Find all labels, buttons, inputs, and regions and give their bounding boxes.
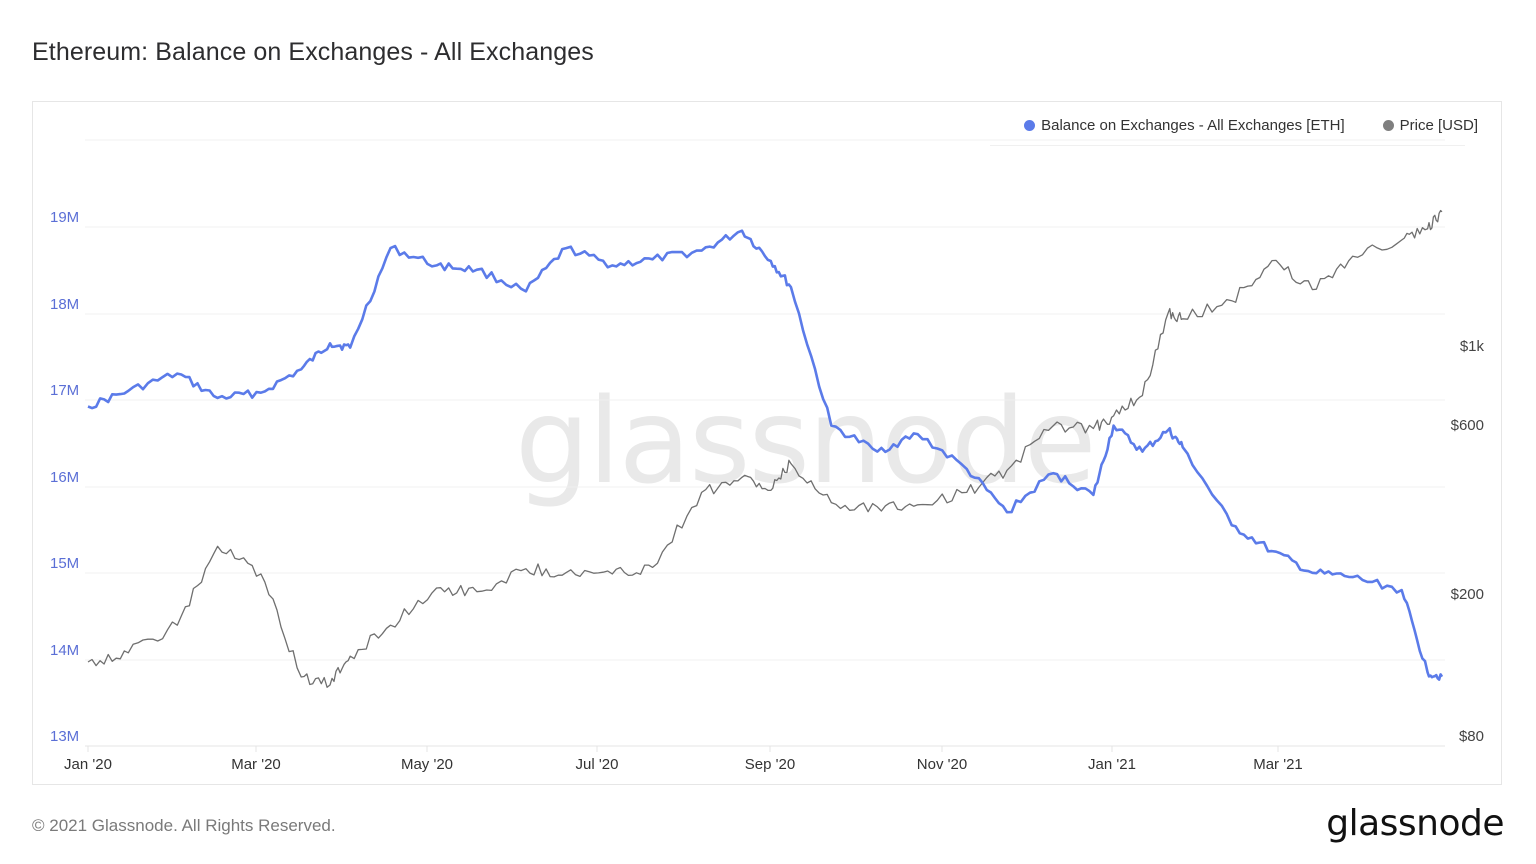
x-tick-label: Mar '20 [231, 756, 281, 773]
y-right-tick-label: $200 [1450, 586, 1484, 603]
y-right-tick-label: $80 [1458, 728, 1484, 745]
y-right-tick-label: $600 [1450, 417, 1484, 434]
y-right-tick-label: $1k [1459, 338, 1484, 355]
chart-frame [32, 101, 1502, 785]
circle-dot-icon [1382, 120, 1394, 131]
y-left-tick-label: 15M [50, 555, 80, 572]
x-tick-label: Jul '20 [575, 756, 619, 773]
x-tick-label: Sep '20 [744, 756, 796, 773]
legend-divider [990, 145, 1465, 146]
legend-item-price[interactable]: Price [USD] [1382, 117, 1478, 134]
y-left-tick-label: 13M [50, 728, 80, 745]
copyright-text: © 2021 Glassnode. All Rights Reserved. [32, 816, 336, 835]
circle-dot-icon [1024, 120, 1036, 131]
x-tick-label: May '20 [400, 756, 454, 773]
y-left-tick-label: 14M [50, 642, 80, 659]
y-left-tick-label: 19M [50, 209, 80, 226]
legend-label-balance: Balance on Exchanges - All Exchanges [ET… [1041, 117, 1345, 134]
y-left-tick-label: 16M [50, 469, 80, 486]
x-tick-label: Jan '21 [1088, 756, 1136, 773]
grid-lines [85, 139, 1445, 747]
balance-line [87, 229, 1444, 681]
x-tick-label: Jan '20 [64, 756, 112, 773]
legend-label-price: Price [USD] [1399, 117, 1478, 134]
glassnode-logo[interactable]: glassnode [1326, 803, 1504, 844]
x-tick-label: Nov '20 [916, 756, 968, 773]
x-axis-ticks [87, 746, 1279, 752]
legend-item-balance[interactable]: Balance on Exchanges - All Exchanges [ET… [1024, 117, 1345, 134]
y-left-tick-label: 18M [50, 296, 80, 313]
x-tick-label: Mar '21 [1253, 756, 1303, 773]
chart-legend: Balance on Exchanges - All Exchanges [ET… [1024, 117, 1478, 134]
price-line [87, 209, 1443, 688]
y-left-tick-label: 17M [50, 382, 80, 399]
page-title: Ethereum: Balance on Exchanges - All Exc… [32, 38, 594, 66]
